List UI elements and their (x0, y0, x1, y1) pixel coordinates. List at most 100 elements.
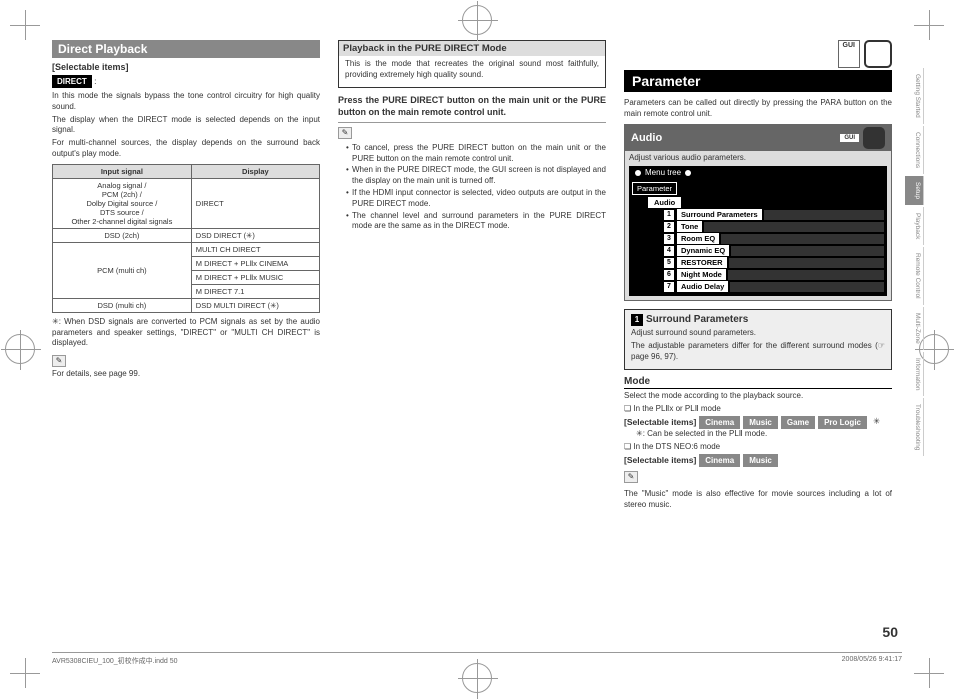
gui-badge: GUI (838, 40, 860, 68)
tree-label: Room EQ (677, 233, 719, 244)
sliders-icon (864, 40, 892, 68)
bullet: If the HDMI input connector is selected,… (346, 188, 606, 210)
tree-item: 1Surround Parameters (664, 209, 884, 220)
cell: DIRECT (191, 178, 319, 228)
bullet: The channel level and surround parameter… (346, 211, 606, 233)
asterisk: ✳ (873, 416, 880, 427)
pl2-line: ❏ In the PLⅡx or PLⅡ mode (624, 404, 892, 415)
tree-num: 6 (664, 270, 674, 280)
side-tab: Setup (905, 176, 924, 205)
footer-file: AVR5308CIEU_100_初校作成中.indd 50 (52, 656, 178, 666)
direct-badge: DIRECT (52, 75, 92, 88)
column-parameter: GUI Parameter Parameters can be called o… (624, 40, 892, 513)
neo-line: ❏ In the DTS NEO:6 mode (624, 442, 892, 453)
side-tab: Information (905, 352, 924, 397)
box-text: This is the mode that recreates the orig… (345, 59, 599, 81)
tree-label: Surround Parameters (677, 209, 762, 220)
selectable-items-label: [Selectable items] (52, 62, 320, 72)
tree-bar (730, 282, 884, 292)
tree-num: 4 (664, 246, 674, 256)
cell: Analog signal / PCM (2ch) / Dolby Digita… (53, 178, 192, 228)
column-direct-playback: Direct Playback [Selectable items] DIREC… (52, 40, 320, 513)
footer: AVR5308CIEU_100_初校作成中.indd 50 2008/05/26… (52, 652, 902, 666)
tree-num: 1 (664, 210, 674, 220)
tree-label: Night Mode (677, 269, 726, 280)
crop-mark (914, 10, 944, 40)
menu-tree-header: Menu tree (629, 166, 887, 179)
colon: : (92, 76, 97, 86)
tree-bar (704, 222, 884, 232)
details-ref: For details, see page 99. (52, 369, 320, 380)
cell: MULTI CH DIRECT (191, 242, 319, 256)
music-note: The "Music" mode is also effective for m… (624, 489, 892, 511)
option-badge: Cinema (699, 416, 740, 429)
num-badge: 1 (631, 314, 643, 326)
tree-label: RESTORER (677, 257, 727, 268)
side-tabs: Getting Started Connections Setup Playback R… (905, 68, 924, 456)
tree-audio: Audio (648, 197, 681, 208)
side-tab: Troubleshooting (905, 398, 924, 456)
crop-mark (10, 10, 40, 40)
cell: DSD MULTI DIRECT (✳) (191, 298, 319, 312)
th-display: Display (191, 164, 319, 178)
bullet-list: To cancel, press the PURE DIRECT button … (338, 143, 606, 232)
tree-item: 3Room EQ (664, 233, 884, 244)
sp-header: 1Surround Parameters (631, 314, 885, 326)
tree-label: Audio Delay (677, 281, 728, 292)
tree-num: 7 (664, 282, 674, 292)
note-icon: ✎ (338, 127, 352, 139)
speaker-icon (863, 127, 885, 149)
sp-desc: The adjustable parameters differ for the… (631, 341, 885, 363)
side-tab: Getting Started (905, 68, 924, 124)
sp-desc: Adjust surround sound parameters. (631, 328, 885, 339)
side-tab: Multi-Zone (905, 307, 924, 350)
column-pure-direct: Playback in the PURE DIRECT Mode This is… (338, 40, 606, 513)
side-tab: Connections (905, 126, 924, 174)
pure-direct-box: Playback in the PURE DIRECT Mode This is… (338, 40, 606, 88)
body-text: In this mode the signals bypass the tone… (52, 91, 320, 113)
press-instruction: Press the PURE DIRECT button on the main… (338, 94, 606, 118)
tree-bar (729, 258, 884, 268)
pl2-note: ✳: Can be selected in the PLⅡ mode. (624, 429, 892, 440)
note-icon: ✎ (624, 471, 638, 483)
footer-date: 2008/05/26 9:41:17 (842, 656, 902, 666)
audio-box: Audio GUI Adjust various audio parameter… (624, 124, 892, 302)
option-badge: Pro Logic (818, 416, 867, 429)
cell: M DIRECT + PLⅡx CINEMA (191, 256, 319, 270)
side-tab: Remote Control (905, 247, 924, 305)
audio-desc: Adjust various audio parameters. (629, 153, 887, 164)
tree-label: Tone (677, 221, 702, 232)
tree-label: Dynamic EQ (677, 245, 729, 256)
footnote: ✳: When DSD signals are converted to PCM… (52, 317, 320, 349)
mode-desc: Select the mode according to the playbac… (624, 391, 892, 402)
cell: M DIRECT + PLⅡx MUSIC (191, 270, 319, 284)
cell: PCM (multi ch) (53, 242, 192, 298)
tree-item: 7Audio Delay (664, 281, 884, 292)
option-badge: Cinema (699, 454, 740, 467)
surround-params-box: 1Surround Parameters Adjust surround sou… (624, 309, 892, 369)
page-number: 50 (882, 624, 898, 640)
parameter-bar: Parameter (624, 70, 892, 92)
tree-item: 6Night Mode (664, 269, 884, 280)
dot-icon (635, 170, 641, 176)
gui-badge: GUI (839, 133, 860, 143)
note-icon: ✎ (52, 355, 66, 367)
parameter-title: Parameter (632, 73, 701, 89)
selectable-row: [Selectable items] CinemaMusic (624, 455, 892, 465)
tree-parameter: Parameter (632, 182, 677, 195)
option-badge: Music (743, 454, 778, 467)
side-tab: Playback (905, 207, 924, 245)
tree-bar (764, 210, 884, 220)
mode-header: Mode (624, 376, 892, 389)
tree-bar (728, 270, 884, 280)
crop-mark (914, 658, 944, 688)
tree-bar (731, 246, 884, 256)
option-badge: Game (781, 416, 815, 429)
menu-tree-panel: Parameter Audio 1Surround Parameters2Ton… (629, 179, 887, 296)
selectable-row: [Selectable items] CinemaMusicGamePro Lo… (624, 416, 892, 427)
bullet: When in the PURE DIRECT mode, the GUI sc… (346, 165, 606, 187)
parameter-desc: Parameters can be called out directly by… (624, 98, 892, 120)
body-text: The display when the DIRECT mode is sele… (52, 115, 320, 137)
registration-mark (462, 5, 492, 35)
tree-num: 3 (664, 234, 674, 244)
